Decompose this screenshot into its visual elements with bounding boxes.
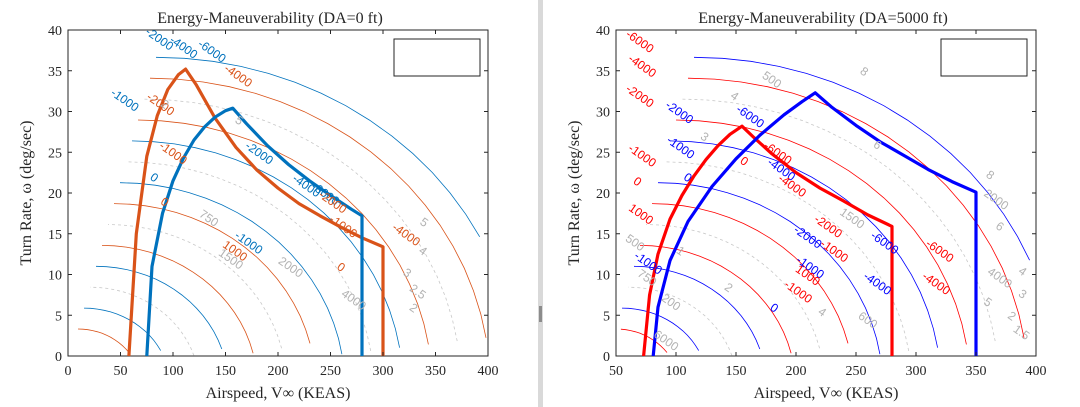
- contour-line: [137, 119, 429, 345]
- y-tick-label: 15: [596, 228, 610, 243]
- contour-line: [107, 224, 282, 349]
- contour-line: [83, 307, 162, 351]
- contour-line: [119, 182, 343, 355]
- series-line-0: [642, 124, 894, 357]
- y-tick-label: 20: [596, 187, 610, 202]
- contour-line: [143, 98, 458, 342]
- y-tick-label: 35: [596, 65, 610, 80]
- contour-line: [89, 286, 195, 356]
- x-tick-label: 50: [114, 364, 128, 379]
- left-figure-window: Energy-Maneuverability (DA=0 ft) -2000 -4…: [0, 0, 538, 407]
- chart-da-0: Energy-Maneuverability (DA=0 ft) -2000-4…: [18, 10, 499, 402]
- y-axis-label: Turn Rate, ω (deg/sec): [566, 120, 583, 265]
- y-axis-label: Turn Rate, ω (deg/sec): [18, 120, 35, 265]
- x-tick-label: 0: [65, 364, 72, 379]
- x-tick-label: 150: [215, 364, 236, 379]
- y-tick-label: 30: [48, 106, 62, 121]
- contour-line: [663, 161, 910, 351]
- y-tick-label: 0: [55, 350, 62, 365]
- x-tick-label: 250: [320, 364, 341, 379]
- y-tick-label: 25: [48, 146, 62, 161]
- axis-ticks: 0 50 100 150 200 250 300 350 400 0 5 10 15 20 25 30 35 40: [48, 24, 499, 379]
- series-line-1: [651, 91, 978, 357]
- y-tick-label: 40: [48, 24, 62, 39]
- series-lines: [127, 67, 385, 357]
- x-tick-label: 350: [966, 364, 987, 379]
- y-tick-label: 10: [596, 269, 610, 284]
- y-tick-label: 40: [596, 24, 610, 39]
- x-tick-label: 300: [906, 364, 927, 379]
- series-lines: [642, 91, 978, 357]
- contour-line: [77, 328, 130, 353]
- contour-line: [645, 224, 820, 349]
- contour-line: [149, 77, 487, 338]
- contour-line: [693, 56, 1030, 261]
- y-tick-label: 30: [596, 106, 610, 121]
- x-tick-label: 400: [478, 364, 499, 379]
- x-tick-label: 300: [373, 364, 394, 379]
- y-tick-label: 15: [48, 228, 62, 243]
- contour-line: [669, 140, 938, 348]
- contour-line: [95, 265, 223, 350]
- x-axis-label: Airspeed, V∞ (KEAS): [206, 385, 351, 402]
- y-tick-label: 5: [603, 309, 610, 324]
- x-tick-label: 150: [726, 364, 747, 379]
- contour-line: [633, 265, 761, 350]
- contour-lines: [77, 56, 487, 356]
- plot-area: [67, 29, 489, 357]
- series-line-0: [127, 67, 385, 357]
- x-tick-label: 350: [425, 364, 446, 379]
- legend-box: [940, 38, 1028, 77]
- contour-line: [621, 307, 700, 351]
- x-tick-label: 250: [846, 364, 867, 379]
- y-tick-label: 0: [603, 350, 610, 365]
- series-line-1: [145, 106, 364, 357]
- chart-title: Energy-Maneuverability (DA=0 ft): [157, 10, 383, 27]
- axis-ticks: 50 100 150 200 250 300 350 400 0 5 10 15 20 25 30 35 40: [596, 24, 1047, 379]
- x-tick-label: 200: [268, 364, 289, 379]
- contour-line: [155, 56, 481, 238]
- y-tick-label: 35: [48, 65, 62, 80]
- contour-line: [125, 161, 372, 351]
- contour-line: [687, 77, 1025, 338]
- divider-grip[interactable]: [539, 306, 542, 322]
- x-axis-label: Airspeed, V∞ (KEAS): [754, 385, 899, 402]
- contour-line: [113, 203, 311, 344]
- y-tick-label: 25: [596, 146, 610, 161]
- y-tick-label: 5: [55, 309, 62, 324]
- chart-da-5000: Energy-Maneuverability (DA=5000 ft) -600…: [566, 10, 1047, 402]
- legend-box: [393, 38, 481, 77]
- x-tick-label: 100: [666, 364, 687, 379]
- y-tick-label: 10: [48, 269, 62, 284]
- x-tick-label: 400: [1026, 364, 1047, 379]
- x-tick-label: 200: [786, 364, 807, 379]
- y-tick-label: 20: [48, 187, 62, 202]
- x-tick-label: 100: [163, 364, 184, 379]
- right-figure-window: Energy-Maneuverability (DA=5000 ft) -600…: [543, 0, 1080, 407]
- chart-title: Energy-Maneuverability (DA=5000 ft): [698, 10, 948, 27]
- window-divider[interactable]: [538, 0, 543, 407]
- x-tick-label: 50: [609, 364, 623, 379]
